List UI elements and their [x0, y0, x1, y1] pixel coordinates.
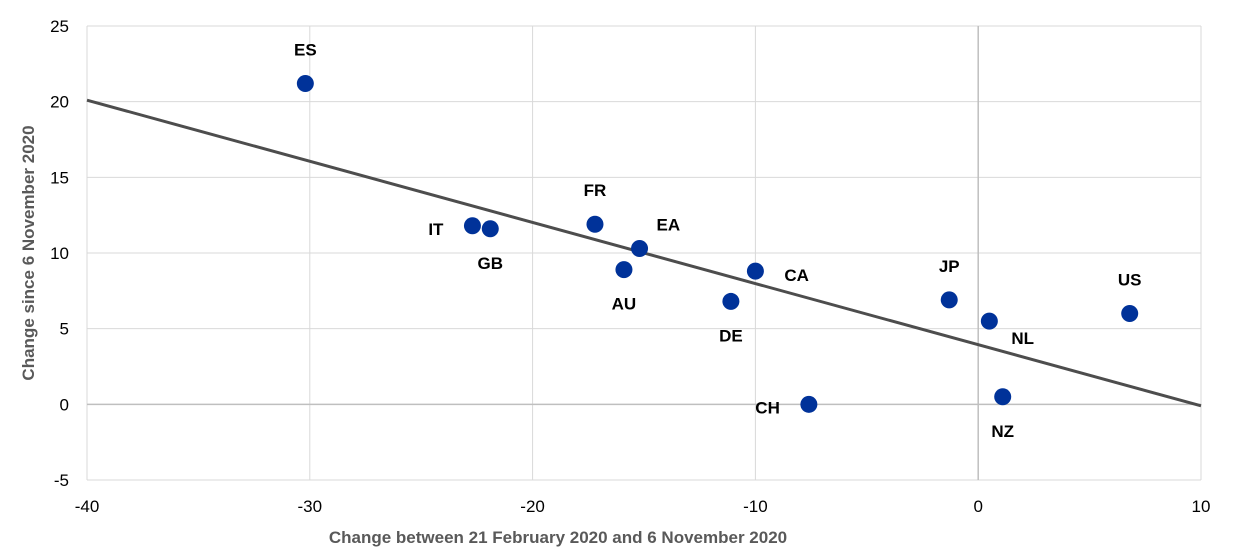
- data-point-ea: [631, 239, 649, 257]
- x-tick-label: -20: [520, 497, 545, 516]
- y-tick-label: 15: [50, 168, 69, 187]
- data-point-gb: [481, 220, 499, 238]
- point-label-es: ES: [294, 41, 317, 60]
- y-tick-label: -5: [54, 471, 69, 490]
- x-tick-label: 10: [1192, 497, 1211, 516]
- point-label-us: US: [1118, 271, 1142, 290]
- data-point-nl: [980, 312, 998, 330]
- data-point-fr: [586, 215, 604, 233]
- y-axis-ticks: -5 0 5 10 15 20 25: [50, 17, 69, 490]
- x-tick-label: -10: [743, 497, 768, 516]
- point-label-nz: NZ: [991, 422, 1014, 441]
- point-label-ca: CA: [784, 266, 809, 285]
- point-label-fr: FR: [584, 181, 607, 200]
- x-tick-label: 0: [973, 497, 982, 516]
- point-label-ea: EA: [657, 215, 681, 234]
- data-points: [296, 75, 1139, 413]
- data-point-au: [615, 261, 633, 279]
- data-point-jp: [940, 291, 958, 309]
- data-point-ch: [800, 395, 818, 413]
- x-tick-label: -30: [298, 497, 323, 516]
- x-axis-title: Change between 21 February 2020 and 6 No…: [329, 528, 787, 547]
- y-tick-label: 25: [50, 17, 69, 36]
- point-label-de: DE: [719, 326, 743, 345]
- point-label-nl: NL: [1011, 329, 1034, 348]
- y-tick-label: 20: [50, 93, 69, 112]
- data-point-us: [1121, 305, 1139, 323]
- point-label-gb: GB: [478, 254, 504, 273]
- data-point-es: [296, 75, 314, 93]
- data-point-ca: [746, 262, 764, 280]
- x-axis-ticks: -40 -30 -20 -10 0 10: [75, 497, 1211, 516]
- point-labels: ES IT GB FR EA AU DE CA CH JP NL NZ US: [294, 41, 1142, 441]
- point-label-ch: CH: [755, 398, 780, 417]
- point-label-it: IT: [428, 220, 444, 239]
- y-tick-label: 0: [60, 395, 69, 414]
- y-tick-label: 10: [50, 244, 69, 263]
- y-axis-title: Change since 6 November 2020: [19, 125, 38, 380]
- point-label-au: AU: [612, 295, 637, 314]
- zero-lines: [87, 26, 1201, 480]
- data-point-de: [722, 292, 740, 310]
- y-tick-label: 5: [60, 320, 69, 339]
- point-label-jp: JP: [939, 257, 960, 276]
- data-point-nz: [994, 388, 1012, 406]
- x-tick-label: -40: [75, 497, 100, 516]
- data-point-it: [463, 217, 481, 235]
